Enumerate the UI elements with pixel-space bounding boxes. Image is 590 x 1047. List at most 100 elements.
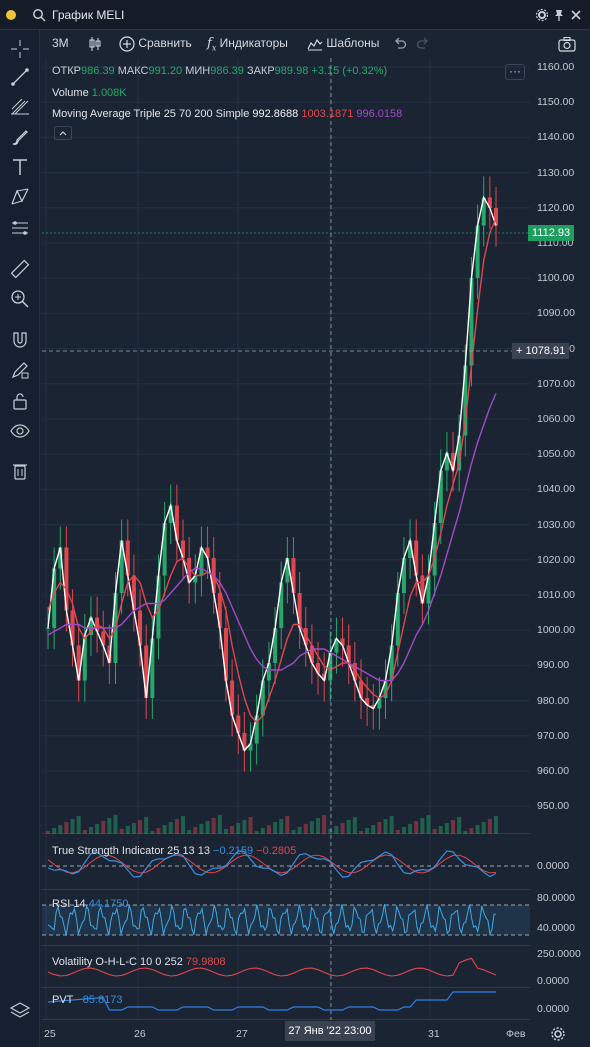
candle-body: [444, 453, 449, 471]
volume-bar: [181, 816, 186, 834]
change-value: +3.15 (+0.32%): [311, 65, 388, 77]
window-status-dot[interactable]: [6, 10, 16, 20]
price-axis-label: 1100.00: [537, 272, 575, 285]
trend-line-icon[interactable]: [9, 66, 31, 88]
gear-icon[interactable]: [535, 8, 549, 22]
price-axis-label: 1070.00: [537, 377, 575, 390]
volume-bar: [107, 818, 112, 834]
candle-body: [273, 628, 278, 663]
tsi-legend[interactable]: True Strength Indicator 25 13 13 −0.2159…: [52, 845, 296, 857]
redo-icon[interactable]: [416, 36, 430, 51]
unlock-icon[interactable]: [9, 390, 31, 412]
volatility-legend[interactable]: Volatility O-H-L-C 10 0 252 79.9808: [52, 956, 226, 968]
candle-body: [125, 540, 130, 576]
volume-bar: [463, 831, 468, 834]
candle-body: [297, 593, 302, 628]
pvt-value: −85.8173: [76, 994, 123, 1006]
volume-bar: [95, 824, 100, 834]
volume-bar: [162, 825, 167, 834]
candle-body: [414, 540, 419, 576]
volume-bar: [414, 821, 419, 834]
volume-bar: [254, 831, 259, 834]
camera-icon[interactable]: [558, 36, 576, 52]
ma-legend[interactable]: Moving Average Triple 25 70 200 Simple 9…: [52, 108, 402, 120]
volatility-value: 79.9808: [185, 956, 226, 968]
candle-body: [223, 628, 228, 681]
rsi-legend[interactable]: RSI 14 44.1750: [52, 898, 128, 910]
candle-body: [70, 610, 75, 646]
close-icon[interactable]: [569, 8, 583, 22]
search-icon[interactable]: [32, 8, 46, 22]
time-label-feb: Фев: [506, 1028, 526, 1040]
close-label: ЗАКР: [246, 65, 275, 77]
layers-icon[interactable]: [9, 1000, 31, 1022]
candles-icon[interactable]: [88, 36, 102, 52]
candle-body: [248, 743, 253, 751]
candle-body: [463, 365, 468, 436]
rsi-band: [42, 905, 530, 935]
volatility-axis-low: 0.0000: [537, 975, 570, 987]
price-axis-label: 1020.00: [537, 553, 575, 566]
compare-button[interactable]: Сравнить: [119, 36, 192, 52]
candle-body: [408, 540, 413, 558]
volume-bar: [401, 827, 406, 834]
settings-gear-icon[interactable]: [550, 1026, 566, 1042]
volume-bar: [475, 825, 480, 834]
ohlc-legend: ОТКР986.39 МАКС991.20 МИН986.39 ЗАКР989.…: [52, 65, 387, 77]
candle-body: [107, 645, 112, 663]
volume-bar: [346, 820, 351, 834]
ma-value-mid: 1003.1871: [301, 108, 354, 120]
ma-value-fast: 992.8688: [252, 108, 299, 120]
eye-icon[interactable]: [9, 420, 31, 442]
zoom-icon[interactable]: [9, 288, 31, 310]
pitchfork-icon[interactable]: [9, 95, 31, 117]
candle-body: [131, 575, 136, 611]
rsi-name: RSI 14: [52, 898, 86, 910]
candle-body: [481, 197, 486, 226]
candle-body: [420, 575, 425, 604]
candle-body: [101, 631, 106, 646]
candle-body: [76, 645, 81, 681]
interval-button[interactable]: 3М: [52, 36, 69, 50]
collapse-legend-button[interactable]: [54, 126, 72, 140]
price-axis-label: 1060.00: [537, 413, 575, 425]
candle-body: [358, 680, 363, 698]
undo-icon[interactable]: [393, 36, 407, 51]
candle-body: [322, 673, 327, 681]
price-axis-label: 1000.00: [537, 624, 575, 637]
high-label: МАКС: [117, 65, 149, 77]
crosshair-icon[interactable]: [9, 38, 31, 60]
volume-bar: [138, 820, 143, 834]
brush-icon[interactable]: [9, 126, 31, 148]
volume-legend[interactable]: Volume 1.008K: [52, 87, 127, 99]
volume-bar: [64, 822, 69, 834]
candle-body: [217, 593, 222, 628]
candle-body: [119, 540, 124, 593]
candle-body: [205, 547, 210, 558]
prediction-icon[interactable]: [9, 217, 31, 239]
candle-body: [389, 645, 394, 681]
text-icon[interactable]: [9, 156, 31, 178]
pvt-legend[interactable]: PVT −85.8173: [52, 994, 122, 1006]
high-value: 991.20: [148, 65, 183, 77]
ruler-icon[interactable]: [9, 258, 31, 280]
last-price-tag: 1112.93: [528, 225, 575, 241]
candle-body: [457, 435, 462, 471]
volume-bar: [426, 815, 431, 834]
more-options-button[interactable]: ···: [505, 64, 525, 80]
indicators-button[interactable]: fx Индикаторы: [207, 36, 288, 53]
candle-body: [174, 505, 179, 541]
volume-bar: [187, 830, 192, 834]
price-chart[interactable]: [42, 58, 530, 1020]
magnet-icon[interactable]: [9, 329, 31, 351]
trash-icon[interactable]: [9, 460, 31, 482]
price-axis-label: 1130.00: [537, 166, 575, 179]
candle-body: [58, 547, 63, 569]
volume-bar: [199, 824, 204, 834]
price-axis-label: 950.00: [537, 800, 570, 813]
templates-button[interactable]: Шаблоны: [307, 36, 379, 51]
pin-icon[interactable]: [552, 8, 566, 22]
lock-drawings-icon[interactable]: [9, 359, 31, 381]
volume-bar: [371, 825, 376, 834]
pattern-icon[interactable]: [9, 186, 31, 208]
